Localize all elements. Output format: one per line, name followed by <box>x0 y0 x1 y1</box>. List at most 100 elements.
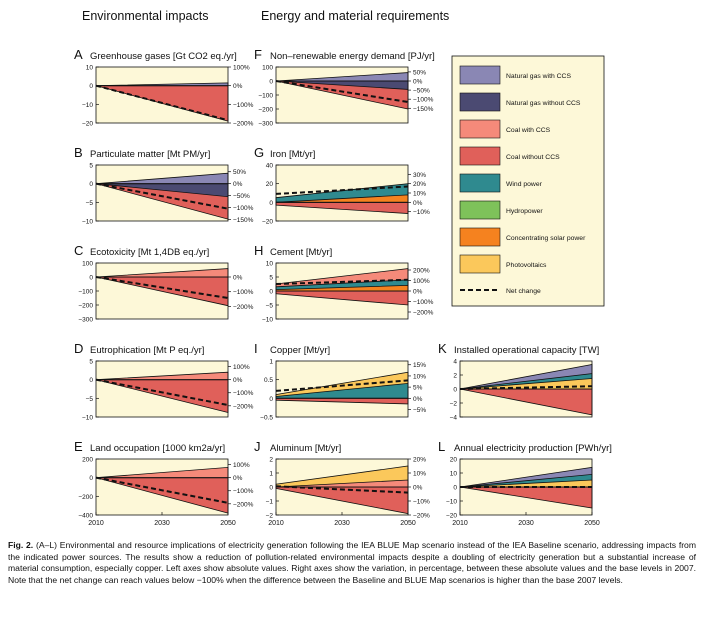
y-tick-label: −200 <box>258 107 273 114</box>
net-change-line <box>275 80 409 103</box>
panel-title: Installed operational capacity [TW] <box>454 345 599 356</box>
panel-g: G Iron [Mt/yr] 40 20 0 −20 30% 20% 10% 0% −10% <box>254 145 430 226</box>
legend-label: Natural gas without CCS <box>506 100 581 107</box>
net-change-line <box>95 182 229 210</box>
y-tick-label: 0 <box>269 200 273 207</box>
x-tick-label: 2010 <box>452 520 468 527</box>
y-tick-label: −300 <box>258 121 273 128</box>
right-tick-label: 20% <box>413 181 426 188</box>
legend-swatch <box>459 146 501 166</box>
y-tick-label: −2 <box>266 513 274 520</box>
right-tick-label: 0% <box>413 79 423 86</box>
right-tick-label: −20% <box>413 513 430 520</box>
right-tick-label: −200% <box>233 501 254 508</box>
right-tick-label: 50% <box>233 169 246 176</box>
right-tick-label: −200% <box>233 304 254 311</box>
y-tick-label: 20 <box>266 181 274 188</box>
panel-letter: C <box>74 243 83 258</box>
x-tick-label: 2030 <box>518 520 534 527</box>
legend-label: Hydropower <box>506 208 543 215</box>
y-tick-label: −10 <box>262 317 273 324</box>
panel-title: Greenhouse gases [Gt CO2 eq./yr] <box>90 51 237 62</box>
y-tick-label: −5 <box>86 200 94 207</box>
net-change-line <box>275 485 409 494</box>
y-tick-label: 10 <box>450 471 458 478</box>
plot-frame <box>95 66 229 124</box>
right-tick-label: 0% <box>233 83 243 90</box>
right-tick-label: 200% <box>413 268 430 275</box>
y-tick-label: 40 <box>266 163 274 170</box>
right-tick-label: 100% <box>233 65 250 72</box>
net-change-line <box>95 84 229 122</box>
x-tick-label: 2030 <box>334 520 350 527</box>
right-tick-label: 30% <box>413 172 426 179</box>
panel-letter: E <box>74 439 83 454</box>
panel-letter: B <box>74 145 83 160</box>
y-tick-label: 0 <box>269 396 273 403</box>
panel-k: K Installed operational capacity [TW] 4 2 0 −… <box>438 341 599 422</box>
net-change-line <box>95 378 229 407</box>
panel-title: Particulate matter [Mt PM/yr] <box>90 149 210 160</box>
net-change-line <box>95 276 229 299</box>
legend-swatch <box>459 200 501 220</box>
figure-caption: Fig. 2. (A–L) Environmental and resource… <box>8 540 696 586</box>
legend-label: Concentrating solar power <box>506 235 586 242</box>
right-tick-label: −10% <box>413 499 430 506</box>
legend-swatch <box>459 119 501 139</box>
right-tick-label: 20% <box>413 457 426 464</box>
y-tick-label: 100 <box>82 261 93 268</box>
panel-letter: G <box>254 145 264 160</box>
legend-label: Photovoltaics <box>506 262 547 269</box>
panel-title: Aluminum [Mt/yr] <box>270 443 341 454</box>
y-tick-label: 20 <box>450 457 458 464</box>
legend-label: Natural gas with CCS <box>506 73 571 80</box>
y-tick-label: 0 <box>89 83 93 90</box>
right-tick-label: 0% <box>233 275 243 282</box>
right-tick-label: −50% <box>413 88 430 95</box>
right-tick-label: 10% <box>413 471 426 478</box>
right-tick-label: 100% <box>233 462 250 469</box>
right-tick-label: 0% <box>233 475 243 482</box>
panel-title: Non–renewable energy demand [PJ/yr] <box>270 51 435 62</box>
y-tick-label: 5 <box>89 359 93 366</box>
panel-f: F Non–renewable energy demand [PJ/yr] 100 0… <box>254 47 435 128</box>
y-tick-label: 1 <box>269 359 273 366</box>
y-tick-label: −200 <box>78 303 93 310</box>
right-tick-label: −100% <box>233 289 254 296</box>
panel-c: C Ecotoxicity [Mt 1,4DB eq./yr] 100 0 −100 −2… <box>74 243 254 324</box>
right-tick-label: −100% <box>233 205 254 212</box>
right-tick-label: 0% <box>413 200 423 207</box>
y-tick-label: −20 <box>262 219 273 226</box>
legend-swatch <box>459 173 501 193</box>
panel-b: B Particulate matter [Mt PM/yr] 5 0 −5 −10 50%… <box>74 145 254 226</box>
y-tick-label: 100 <box>262 65 273 72</box>
right-tick-label: 100% <box>413 278 430 285</box>
x-tick-label: 2030 <box>154 520 170 527</box>
x-tick-label: 2010 <box>268 520 284 527</box>
figure-canvas: Environmental impacts Energy and materia… <box>74 9 612 527</box>
y-tick-label: 2 <box>269 457 273 464</box>
y-tick-label: 10 <box>86 65 94 72</box>
legend-swatch <box>459 92 501 112</box>
legend-swatch <box>459 227 501 247</box>
y-tick-label: −300 <box>78 317 93 324</box>
y-tick-label: 0.5 <box>264 377 273 384</box>
panel-letter: K <box>438 341 447 356</box>
y-tick-label: −1 <box>266 499 274 506</box>
y-tick-label: −2 <box>450 401 458 408</box>
panels-group: A Greenhouse gases [Gt CO2 eq./yr]100−10−… <box>74 47 612 527</box>
y-tick-label: 0 <box>269 485 273 492</box>
y-tick-label: 0 <box>269 79 273 86</box>
y-tick-label: 1 <box>269 471 273 478</box>
panel-title: Copper [Mt/yr] <box>270 345 330 356</box>
panel-e: E Land occupation [1000 km2a/yr] 200 0 −200 −… <box>74 439 254 527</box>
y-tick-label: −4 <box>450 415 458 422</box>
right-tick-label: −150% <box>233 217 254 224</box>
panel-d: D Eutrophication [Mt P eq./yr] 5 0 −5 −10 100%… <box>74 341 254 422</box>
right-tick-label: 50% <box>413 69 426 76</box>
legend-label: Wind power <box>506 181 543 188</box>
legend-label: Coal without CCS <box>506 154 560 161</box>
right-tick-label: 10% <box>413 191 426 198</box>
right-tick-label: −50% <box>233 193 250 200</box>
y-tick-label: 0 <box>453 485 457 492</box>
